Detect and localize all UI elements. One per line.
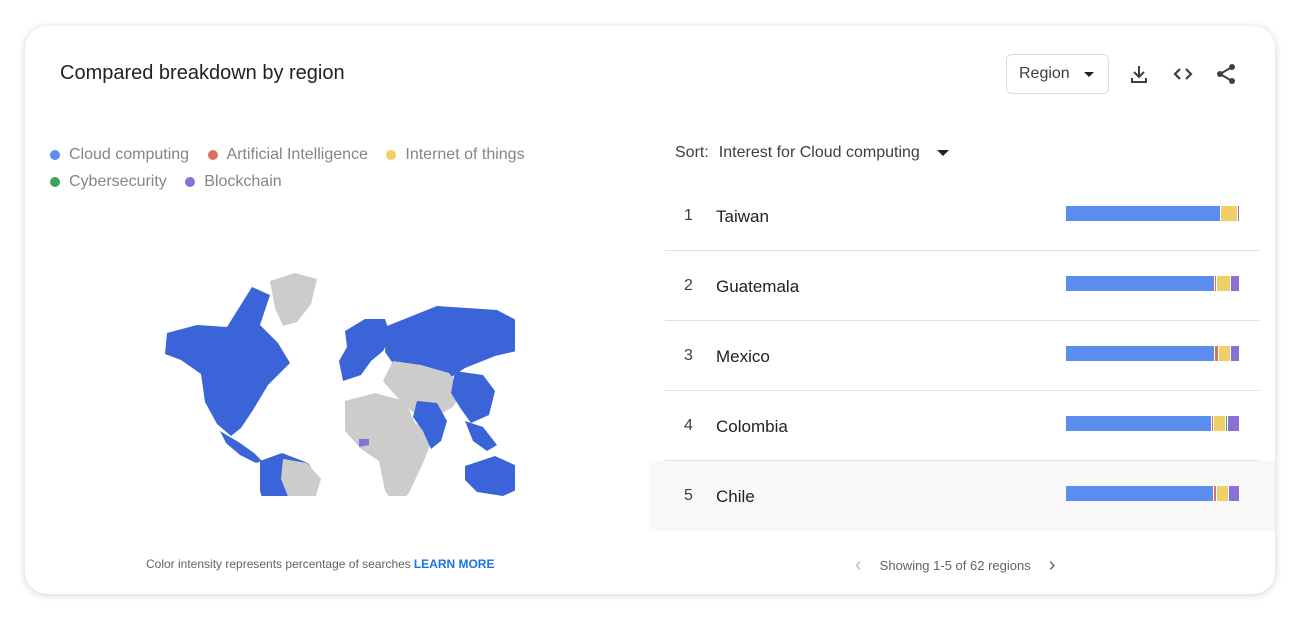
download-icon[interactable] bbox=[1127, 62, 1151, 86]
region-dropdown-value: Region bbox=[1019, 65, 1070, 82]
bar-segment-internet-of-things bbox=[1218, 346, 1232, 361]
bar-segment-blockchain bbox=[1231, 346, 1240, 361]
bar-segment-internet-of-things bbox=[1217, 276, 1232, 291]
map-note-text: Color intensity represents percentage of… bbox=[146, 557, 411, 571]
region-row[interactable]: 4 Colombia bbox=[665, 391, 1259, 461]
bar-segment-blockchain bbox=[1231, 276, 1240, 291]
map-note: Color intensity represents percentage of… bbox=[146, 557, 494, 571]
map-europe bbox=[339, 319, 391, 381]
region-row[interactable]: 1 Taiwan bbox=[665, 181, 1259, 251]
bar-segment-blockchain bbox=[1229, 486, 1240, 501]
legend-dot bbox=[50, 150, 60, 160]
bar-segment-artificial-intelligence bbox=[1213, 486, 1218, 501]
legend-dot bbox=[185, 177, 196, 187]
map-south-asia bbox=[413, 401, 447, 449]
learn-more-link[interactable]: LEARN MORE bbox=[413, 557, 495, 571]
bar-segment-artificial-intelligence bbox=[1212, 416, 1214, 431]
next-page-icon[interactable]: › bbox=[1048, 554, 1056, 576]
legend-dot bbox=[50, 177, 60, 187]
bar-segment-cybersecurity bbox=[1226, 416, 1228, 431]
prev-page-icon[interactable]: ‹ bbox=[855, 554, 862, 576]
bar-segment-cloud-computing bbox=[1066, 346, 1216, 361]
region-rank: 5 bbox=[684, 487, 693, 504]
pagination: ‹ Showing 1-5 of 62 regions › bbox=[855, 554, 1055, 577]
legend-dot bbox=[207, 150, 218, 160]
region-name: Mexico bbox=[716, 347, 770, 366]
bar-segment-blockchain bbox=[1227, 416, 1240, 431]
share-bar bbox=[1066, 206, 1240, 221]
bar-segment-internet-of-things bbox=[1220, 206, 1239, 221]
bar-segment-internet-of-things bbox=[1217, 486, 1230, 501]
region-name: Guatemala bbox=[716, 277, 800, 296]
legend-dot bbox=[386, 150, 397, 160]
legend-item-cloud-computing[interactable]: Cloud computing bbox=[50, 142, 189, 168]
share-bar bbox=[1066, 276, 1240, 291]
share-bar bbox=[1066, 416, 1240, 431]
legend-item-cybersecurity[interactable]: Cybersecurity bbox=[50, 169, 167, 195]
pagination-text: Showing 1-5 of 62 regions bbox=[879, 558, 1031, 573]
bar-segment-artificial-intelligence bbox=[1215, 346, 1219, 361]
legend-item-blockchain[interactable]: Blockchain bbox=[185, 169, 282, 195]
region-dropdown[interactable]: Region bbox=[1006, 54, 1109, 94]
sort-dropdown[interactable]: Sort: Interest for Cloud computing bbox=[675, 144, 949, 162]
region-rank: 1 bbox=[684, 207, 693, 224]
legend-label: Artificial Intelligence bbox=[226, 146, 368, 163]
bar-segment-cloud-computing bbox=[1066, 206, 1221, 221]
map-east-asia bbox=[451, 371, 495, 423]
region-rank: 3 bbox=[684, 347, 693, 364]
map-central-america bbox=[220, 431, 262, 463]
world-map[interactable] bbox=[165, 271, 515, 496]
region-row[interactable]: 2 Guatemala bbox=[665, 251, 1259, 321]
caret-down-icon bbox=[1083, 71, 1094, 77]
map-greenland bbox=[270, 273, 317, 326]
share-bar bbox=[1066, 486, 1240, 501]
caret-down-icon bbox=[936, 150, 949, 156]
bar-segment-cloud-computing bbox=[1066, 276, 1216, 291]
map-north-america bbox=[165, 287, 290, 436]
region-name: Chile bbox=[716, 487, 755, 506]
legend-item-artificial-intelligence[interactable]: Artificial Intelligence bbox=[207, 142, 368, 168]
legend-item-internet-of-things[interactable]: Internet of things bbox=[386, 142, 525, 168]
sort-value: Interest for Cloud computing bbox=[718, 144, 920, 161]
region-row[interactable]: 3 Mexico bbox=[665, 321, 1259, 391]
region-breakdown-card: Compared breakdown by region Region Clou… bbox=[25, 26, 1275, 594]
map-brazil bbox=[281, 459, 321, 496]
sort-label: Sort: bbox=[675, 144, 709, 161]
bar-segment-blockchain bbox=[1238, 206, 1240, 221]
region-name: Colombia bbox=[716, 417, 788, 436]
region-rank: 4 bbox=[684, 417, 693, 434]
bar-segment-cloud-computing bbox=[1066, 416, 1213, 431]
bar-segment-artificial-intelligence bbox=[1215, 276, 1218, 291]
legend-label: Internet of things bbox=[405, 146, 525, 163]
map-australia bbox=[465, 456, 515, 496]
legend-label: Cloud computing bbox=[69, 146, 190, 163]
legend-label: Cybersecurity bbox=[69, 173, 167, 190]
region-row[interactable]: 5 Chile bbox=[649, 461, 1275, 531]
card-title: Compared breakdown by region bbox=[60, 62, 345, 84]
region-rank: 2 bbox=[684, 277, 693, 294]
map-southeast-asia bbox=[465, 421, 497, 451]
map-nigeria bbox=[359, 439, 369, 447]
embed-code-icon[interactable] bbox=[1171, 62, 1195, 86]
map-russia-asia bbox=[385, 306, 515, 380]
bar-segment-internet-of-things bbox=[1213, 416, 1227, 431]
chart-legend: Cloud computing Artificial Intelligence … bbox=[50, 142, 570, 196]
legend-label: Blockchain bbox=[204, 173, 282, 190]
bar-segment-cloud-computing bbox=[1066, 486, 1214, 501]
region-name: Taiwan bbox=[716, 207, 769, 226]
map-central-asia bbox=[383, 361, 463, 419]
region-list: 1 Taiwan 2 Guatemala 3 Mexico 4 Colombia 5 Chile bbox=[649, 181, 1275, 531]
share-bar bbox=[1066, 346, 1240, 361]
map-africa bbox=[345, 393, 435, 496]
share-icon[interactable] bbox=[1214, 62, 1238, 86]
